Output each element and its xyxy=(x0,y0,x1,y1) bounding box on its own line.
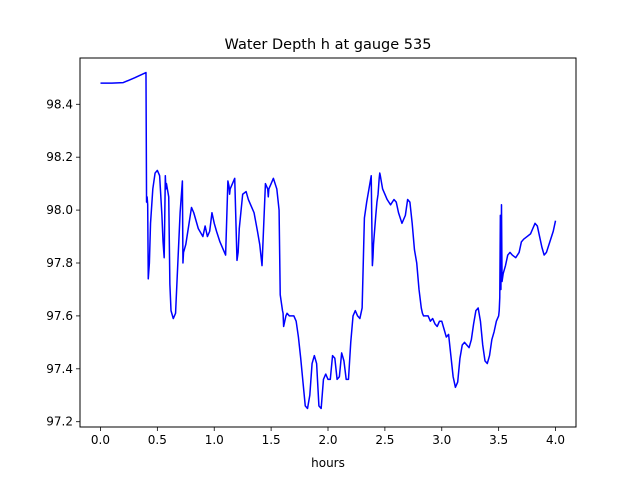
x-tick-label: 3.5 xyxy=(489,433,508,447)
x-tick-label: 0.0 xyxy=(91,433,110,447)
y-tick-label: 98.0 xyxy=(46,203,73,217)
series-line-0 xyxy=(100,71,557,410)
y-tick-label: 98.4 xyxy=(46,97,73,111)
x-tick-label: 2.5 xyxy=(375,433,394,447)
y-tick-label: 97.2 xyxy=(46,415,73,429)
x-tick-label: 4.0 xyxy=(546,433,565,447)
x-tick-label: 1.0 xyxy=(205,433,224,447)
chart-title: Water Depth h at gauge 535 xyxy=(225,37,432,53)
y-tick-label: 98.2 xyxy=(46,150,73,164)
plot-area xyxy=(100,71,557,410)
x-tick-label: 2.0 xyxy=(318,433,337,447)
x-tick-label: 0.5 xyxy=(148,433,167,447)
y-tick-label: 97.8 xyxy=(46,256,73,270)
axes: 0.0 0.5 1.0 1.5 2.0 2.5 3.0 3.5 4.0 97.2 97.4 97.6 9… xyxy=(46,57,577,447)
x-axis-label: hours xyxy=(311,456,345,470)
y-tick-label: 97.4 xyxy=(46,362,73,376)
y-tick-label: 97.6 xyxy=(46,309,73,323)
x-tick-label: 1.5 xyxy=(262,433,281,447)
x-tick-label: 3.0 xyxy=(432,433,451,447)
